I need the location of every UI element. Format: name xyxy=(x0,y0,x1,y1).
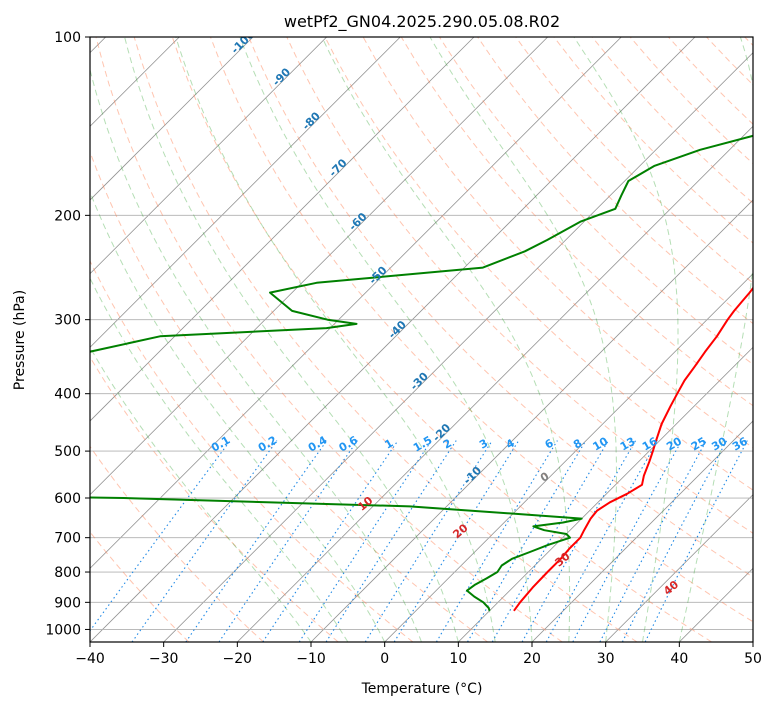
sounding-traces xyxy=(90,134,753,612)
x-tick-label: 20 xyxy=(523,651,541,667)
mixing-ratio-line xyxy=(621,440,728,642)
y-tick-label: 1000 xyxy=(45,622,81,638)
y-axis-label: Pressure (hPa) xyxy=(12,290,28,390)
moist-adiabat-line xyxy=(321,37,571,642)
plot-frame xyxy=(89,36,754,643)
mixing-ratio-line xyxy=(599,440,707,642)
dewpoint-trace xyxy=(90,134,753,612)
moist-adiabat-line xyxy=(90,67,422,642)
x-tick-label: 40 xyxy=(670,651,688,667)
isotherm-line xyxy=(310,199,753,642)
moist-adiabat-line xyxy=(90,190,386,642)
x-tick-label: −40 xyxy=(75,651,105,667)
mixing-ratio-line xyxy=(131,440,278,642)
mixing-ratio-line xyxy=(491,440,609,642)
moist-adiabat-line xyxy=(90,277,349,642)
y-tick-label: 900 xyxy=(54,595,81,611)
dry-adiabat-line xyxy=(95,37,563,642)
x-tick-label: −20 xyxy=(223,651,253,667)
x-tick-label: 50 xyxy=(744,651,762,667)
y-tick-label: 100 xyxy=(54,30,81,46)
dry-adiabat-line xyxy=(90,445,264,642)
moist-adiabat-line xyxy=(573,37,679,642)
x-tick-label: −10 xyxy=(296,651,326,667)
mixing-ratio-line xyxy=(393,440,520,642)
dry-adiabat-line xyxy=(133,37,638,642)
isotherm-line xyxy=(531,420,753,642)
isotherm-line xyxy=(605,494,753,642)
dry-adiabat-line xyxy=(248,37,753,578)
isotherm-line xyxy=(90,37,401,348)
dry-adiabat-line xyxy=(210,37,753,623)
y-axis: 100 200 300 400 500 600 700 800 900 1000 xyxy=(45,30,90,638)
y-tick-label: 800 xyxy=(54,565,81,581)
mixing-ratio-line xyxy=(185,440,328,642)
y-tick-label: 300 xyxy=(54,313,81,329)
y-tick-label: 200 xyxy=(54,208,81,224)
isotherm-grid xyxy=(90,37,753,642)
moist-adiabat-line xyxy=(90,346,312,642)
moist-adiabat-line xyxy=(429,37,617,642)
x-tick-label: 0 xyxy=(380,651,389,667)
isotherm-line xyxy=(90,37,696,642)
mixing-ratio-line xyxy=(298,440,432,642)
dry-adiabat-line xyxy=(286,37,753,534)
x-axis-label: Temperature (°C) xyxy=(361,681,483,697)
y-tick-label: 700 xyxy=(54,531,81,547)
pressure-gridlines xyxy=(90,37,753,630)
moist-adiabats xyxy=(90,37,753,642)
dry-adiabat-line xyxy=(90,259,414,642)
x-tick-label: 30 xyxy=(597,651,615,667)
mixing-ratio-line xyxy=(644,440,748,642)
mixing-ratio-lines xyxy=(90,440,748,642)
dry-adiabat-line xyxy=(515,37,753,284)
dry-adiabat-line xyxy=(171,37,712,642)
isotherm-line xyxy=(384,273,753,642)
x-tick-label: 10 xyxy=(449,651,467,667)
isotherm-line xyxy=(90,37,475,422)
moist-adiabat-line xyxy=(175,37,496,642)
x-tick-label: −30 xyxy=(149,651,179,667)
mixing-ratio-line xyxy=(364,440,493,642)
temperature-trace xyxy=(513,286,753,612)
chart-title: wetPf2_GN04.2025.290.05.08.R02 xyxy=(284,12,560,32)
moist-adiabat-line xyxy=(678,37,753,642)
mixing-ratio-line xyxy=(435,440,558,642)
isotherm-line xyxy=(90,37,548,496)
moist-adiabat-line xyxy=(239,37,533,642)
y-tick-label: 600 xyxy=(54,491,81,507)
mixing-ratio-line xyxy=(521,440,637,642)
y-tick-label: 400 xyxy=(54,387,81,403)
isotherm-line xyxy=(163,52,753,642)
isotherm-line xyxy=(90,37,622,569)
dry-adiabat-line xyxy=(324,37,753,491)
mixing-ratio-line xyxy=(545,440,659,642)
y-tick-label: 500 xyxy=(54,444,81,460)
isotherm-line xyxy=(90,37,327,275)
x-axis: −40 −30 −20 −10 0 10 20 30 40 50 xyxy=(75,642,762,667)
moist-adiabat-line xyxy=(124,37,459,642)
mixing-ratio-line xyxy=(467,440,587,642)
isotherm-line xyxy=(90,37,254,201)
mixing-ratio-line xyxy=(572,440,683,642)
